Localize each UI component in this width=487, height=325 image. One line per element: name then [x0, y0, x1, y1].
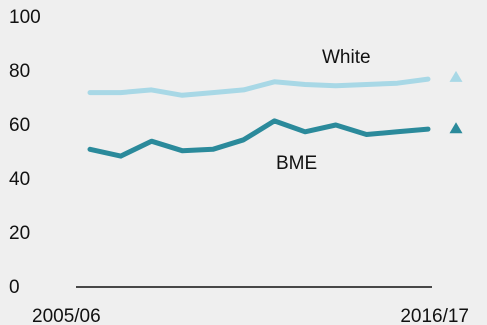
y-tick-label: 80 [9, 61, 30, 82]
series-label-white: White [322, 47, 371, 68]
y-axis-ticks: 0 20 40 60 80 100 [9, 7, 41, 298]
x-axis-ticks: 2005/06 2016/17 [32, 306, 469, 325]
series-labels: White BME [276, 47, 371, 174]
x-tick-label-last: 2016/17 [400, 306, 469, 325]
series-label-bme: BME [276, 153, 317, 174]
y-tick-label: 20 [9, 223, 30, 244]
y-tick-label: 0 [9, 277, 20, 298]
series-marker-white [449, 70, 463, 82]
series-line-bme [87, 118, 431, 159]
series-line-white [87, 76, 431, 98]
series-marker-bme [449, 122, 463, 134]
series-layer [87, 70, 463, 159]
x-tick-label-first: 2005/06 [32, 306, 101, 325]
y-tick-label: 40 [9, 169, 30, 190]
y-tick-label: 100 [9, 7, 41, 28]
y-tick-label: 60 [9, 115, 30, 136]
